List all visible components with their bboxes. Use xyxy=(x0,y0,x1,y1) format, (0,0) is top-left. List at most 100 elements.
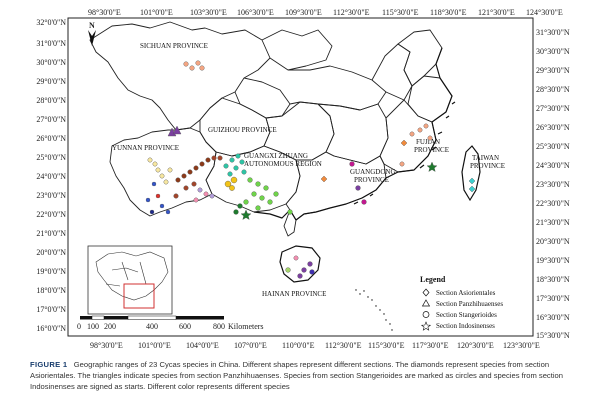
lat-label-right: 25°30'0"N xyxy=(536,142,570,151)
occurrence-point xyxy=(199,65,205,71)
province-label-guangdong-line2: PROVINCE xyxy=(354,176,389,184)
occurrence-point xyxy=(227,171,233,177)
occurrence-point xyxy=(193,197,199,203)
occurrence-star xyxy=(426,161,438,172)
occurrence-point xyxy=(195,60,201,66)
occurrence-point xyxy=(263,185,269,191)
occurrence-diamond xyxy=(400,139,408,147)
bottom-longitude-labels: 98°30'0"E 101°0'0"E 104°0'0"E 107°0'0"E … xyxy=(90,341,540,350)
right-latitude-labels: 31°30'0"N 30°30'0"N 29°30'0"N 28°30'0"N … xyxy=(536,28,570,340)
occurrence-point xyxy=(233,209,239,215)
lat-label-right: 17°30'0"N xyxy=(536,294,570,303)
scale-tick-label: 100 xyxy=(87,322,99,331)
occurrence-triangle xyxy=(172,125,182,135)
occurrence-point xyxy=(241,169,247,175)
scale-bar-segment xyxy=(91,315,105,320)
occurrence-point xyxy=(427,135,433,141)
lon-label-top: 115°30'0"E xyxy=(382,8,419,17)
inset-overview-map xyxy=(87,245,173,315)
lon-label-bottom: 115°30'0"E xyxy=(368,341,405,350)
lon-label-bottom: 120°30'0"E xyxy=(457,341,494,350)
occurrence-point xyxy=(181,173,187,179)
province-label-sichuan: SICHUAN PROVINCE xyxy=(140,42,208,50)
taiwan-island xyxy=(461,145,481,202)
lat-label-left: 28°0'0"N xyxy=(36,96,66,105)
lat-label-left: 19°0'0"N xyxy=(36,267,66,276)
occurrence-point xyxy=(193,165,199,171)
occurrence-point xyxy=(145,197,151,203)
occurrence-point xyxy=(175,177,181,183)
occurrence-point xyxy=(163,179,169,185)
occurrence-point xyxy=(183,61,189,67)
occurrence-point xyxy=(223,163,229,169)
occurrence-point xyxy=(243,199,249,205)
occurrence-point xyxy=(217,155,223,161)
lon-label-top: 118°30'0"E xyxy=(430,8,467,17)
lat-label-right: 30°30'0"N xyxy=(536,47,570,56)
occurrence-point xyxy=(273,191,279,197)
occurrence-point xyxy=(309,269,315,275)
occurrence-point xyxy=(224,180,232,188)
occurrence-diamond xyxy=(468,185,476,193)
occurrence-point xyxy=(293,255,299,261)
scale-bar-segment xyxy=(176,316,224,320)
coastal-islands xyxy=(353,101,456,205)
occurrence-point xyxy=(205,157,211,163)
lat-label-right: 24°30'0"N xyxy=(536,161,570,170)
circle-icon xyxy=(422,311,430,318)
province-label-taiwan-line1: TAIWAN xyxy=(472,154,499,162)
lat-label-right: 21°30'0"N xyxy=(536,218,570,227)
lat-label-right: 18°30'0"N xyxy=(536,275,570,284)
occurrence-point xyxy=(287,209,293,215)
sichuan-boundary xyxy=(89,21,271,131)
map-legend: Legend Section Asiorientales Section Pan… xyxy=(420,275,503,331)
scale-bar: 0 100 200 400 600 800 Kilometers xyxy=(77,315,264,331)
occurrence-point xyxy=(183,185,189,191)
occurrence-diamond xyxy=(468,177,476,185)
lon-label-bottom: 123°30'0"E xyxy=(503,341,540,350)
inset-focus-box xyxy=(123,283,155,309)
lat-label-right: 29°30'0"N xyxy=(536,66,570,75)
lat-label-right: 26°30'0"N xyxy=(536,123,570,132)
lat-label-left: 16°0'0"N xyxy=(36,324,66,333)
scale-bar-segment xyxy=(104,316,128,320)
lon-label-bottom: 117°30'0"E xyxy=(412,341,449,350)
province-label-guangdong-line1: GUANGDONG xyxy=(350,168,396,176)
lon-label-bottom: 98°30'0"E xyxy=(90,341,123,350)
inset-china-outline xyxy=(95,251,169,301)
lon-label-top: 101°0'0"E xyxy=(140,8,173,17)
north-arrow: N xyxy=(88,21,96,46)
occurrence-diamond xyxy=(320,175,328,183)
occurrence-point xyxy=(235,153,241,159)
occurrence-point xyxy=(361,199,367,205)
lon-label-top: 121°30'0"E xyxy=(478,8,515,17)
lat-label-left: 22°0'0"N xyxy=(36,210,66,219)
occurrence-point xyxy=(173,193,179,199)
province-label-fujian-line1: FUJIAN xyxy=(416,138,440,146)
province-label-fujian-line2: PROVINCE xyxy=(414,146,449,154)
occurrence-point xyxy=(399,161,405,167)
occurrence-point xyxy=(203,191,209,197)
coastline xyxy=(253,47,456,221)
lon-label-bottom: 101°0'0"E xyxy=(138,341,171,350)
occurrence-point xyxy=(155,193,161,199)
occurrence-point xyxy=(197,187,203,193)
scale-tick-label: 600 xyxy=(179,322,191,331)
occurrence-point xyxy=(349,161,355,167)
legend-title: Legend xyxy=(420,275,446,284)
triangle-icon xyxy=(421,299,431,307)
occurrence-point xyxy=(165,209,171,215)
occurrence-point xyxy=(423,123,429,129)
lon-label-bottom: 107°0'0"E xyxy=(234,341,267,350)
scale-unit-label: Kilometers xyxy=(228,322,264,331)
jiangsu-boundary xyxy=(397,29,443,87)
legend-item-label: Section Panzhihuaenses xyxy=(436,300,503,308)
occurrence-point xyxy=(159,203,165,209)
occurrence-point xyxy=(211,155,217,161)
occurrence-point xyxy=(149,209,155,215)
occurrence-point xyxy=(229,185,235,191)
lat-label-left: 20°0'0"N xyxy=(36,248,66,257)
lat-label-left: 29°0'0"N xyxy=(36,77,66,86)
occurrence-point xyxy=(297,273,303,279)
figure-label: FIGURE 1 xyxy=(30,360,68,369)
